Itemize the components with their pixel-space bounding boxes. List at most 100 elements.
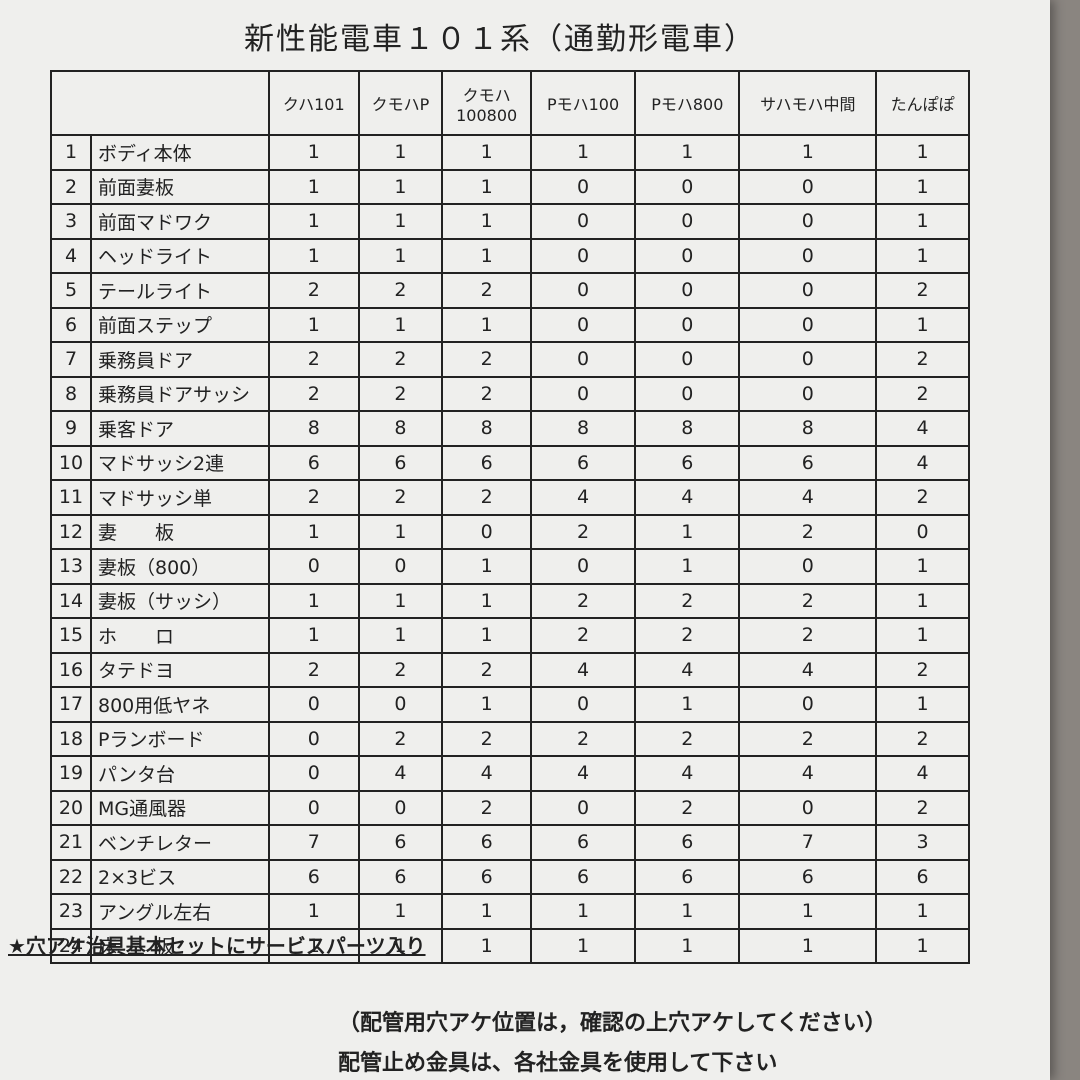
quantity: 0 [529, 375, 637, 412]
quantity: 0 [738, 272, 878, 309]
column-header-line: クモハ [462, 85, 511, 105]
quantity: 1 [875, 927, 970, 964]
quantity: 0 [738, 203, 878, 240]
table-row: 10 マドサッシ2連 6 6 6 6 6 6 4 [50, 444, 970, 481]
column-header: サハモハ中間 [738, 70, 878, 136]
quantity: 4 [738, 755, 878, 792]
column-header: クハ101 [268, 70, 360, 136]
column-header: たんぽぽ [875, 70, 970, 136]
quantity: 3 [875, 824, 970, 861]
quantity: 0 [529, 203, 637, 240]
quantity: 1 [875, 168, 970, 205]
table-row: 17 800用低ヤネ 0 0 1 0 1 0 1 [50, 686, 970, 723]
quantity: 2 [875, 341, 970, 378]
quantity: 2 [875, 272, 970, 309]
row-number: 24 [50, 927, 92, 964]
quantity: 1 [738, 134, 878, 171]
footer-line: （配管用穴アケ位置は，確認の上穴アケしてください） [338, 1011, 887, 1036]
row-number: 19 [50, 755, 92, 792]
quantity: 1 [268, 237, 360, 274]
row-number: 14 [50, 582, 92, 619]
quantity: 0 [634, 272, 741, 309]
row-number: 15 [50, 617, 92, 654]
quantity: 2 [529, 513, 637, 550]
quantity: 1 [268, 927, 360, 964]
paper: 新性能電車１０１系（通勤形電車） クハ101 クモハP クモハ 100800 Pモハ10… [0, 0, 1050, 1080]
quantity: 4 [875, 444, 970, 481]
quantity: 2 [634, 582, 741, 619]
quantity: 0 [357, 789, 444, 826]
quantity: 6 [441, 858, 532, 895]
row-number: 3 [50, 203, 92, 240]
part-name: 乗客ドア [90, 410, 270, 447]
quantity: 7 [738, 824, 878, 861]
quantity: 1 [357, 237, 444, 274]
quantity: 0 [738, 375, 878, 412]
quantity: 1 [634, 686, 741, 723]
quantity: 1 [268, 893, 360, 930]
quantity: 0 [529, 686, 637, 723]
quantity: 1 [268, 203, 360, 240]
table-row: 22 2×3ビス 6 6 6 6 6 6 6 [50, 858, 970, 895]
part-name: 妻板（800） [90, 548, 270, 585]
column-header: クモハ 100800 [441, 70, 532, 136]
quantity: 1 [357, 203, 444, 240]
quantity: 2 [875, 375, 970, 412]
quantity: 1 [441, 237, 532, 274]
quantity: 4 [634, 479, 741, 516]
quantity: 0 [529, 548, 637, 585]
quantity: 1 [634, 893, 741, 930]
quantity: 8 [738, 410, 878, 447]
quantity: 1 [441, 548, 532, 585]
quantity: 2 [441, 341, 532, 378]
quantity: 0 [738, 686, 878, 723]
table-row: 5 テールライト 2 2 2 0 0 0 2 [50, 272, 970, 309]
quantity: 6 [441, 824, 532, 861]
quantity: 1 [529, 927, 637, 964]
quantity: 0 [634, 203, 741, 240]
quantity: 0 [634, 306, 741, 343]
quantity: 2 [875, 479, 970, 516]
quantity: 1 [529, 134, 637, 171]
quantity: 1 [441, 617, 532, 654]
quantity: 4 [634, 755, 741, 792]
table-row: 8 乗務員ドアサッシ 2 2 2 0 0 0 2 [50, 375, 970, 412]
quantity: 2 [441, 720, 532, 757]
quantity: 2 [634, 617, 741, 654]
quantity: 2 [529, 720, 637, 757]
quantity: 0 [529, 789, 637, 826]
quantity: 2 [529, 617, 637, 654]
quantity: 1 [357, 582, 444, 619]
quantity: 0 [529, 272, 637, 309]
quantity: 2 [357, 272, 444, 309]
quantity: 2 [441, 789, 532, 826]
quantity: 2 [875, 720, 970, 757]
quantity: 1 [357, 513, 444, 550]
table-row: 23 アングル左右 1 1 1 1 1 1 1 [50, 893, 970, 930]
part-name: 床 板 [90, 927, 270, 964]
quantity: 2 [738, 617, 878, 654]
quantity: 1 [875, 617, 970, 654]
part-name: ヘッドライト [90, 237, 270, 274]
quantity: 6 [529, 824, 637, 861]
quantity: 0 [357, 686, 444, 723]
quantity: 1 [441, 893, 532, 930]
part-name: ホ ロ [90, 617, 270, 654]
part-name: タテドヨ [90, 651, 270, 688]
quantity: 8 [268, 410, 360, 447]
row-number: 17 [50, 686, 92, 723]
quantity: 1 [441, 203, 532, 240]
part-name: 乗務員ドアサッシ [90, 375, 270, 412]
quantity: 0 [634, 375, 741, 412]
quantity: 0 [738, 306, 878, 343]
table-row: 6 前面ステップ 1 1 1 0 0 0 1 [50, 306, 970, 343]
quantity: 0 [268, 548, 360, 585]
quantity: 1 [875, 686, 970, 723]
part-name: 前面妻板 [90, 168, 270, 205]
quantity: 1 [634, 927, 741, 964]
row-number: 23 [50, 893, 92, 930]
part-name: 前面ステップ [90, 306, 270, 343]
quantity: 6 [738, 444, 878, 481]
quantity: 2 [875, 651, 970, 688]
